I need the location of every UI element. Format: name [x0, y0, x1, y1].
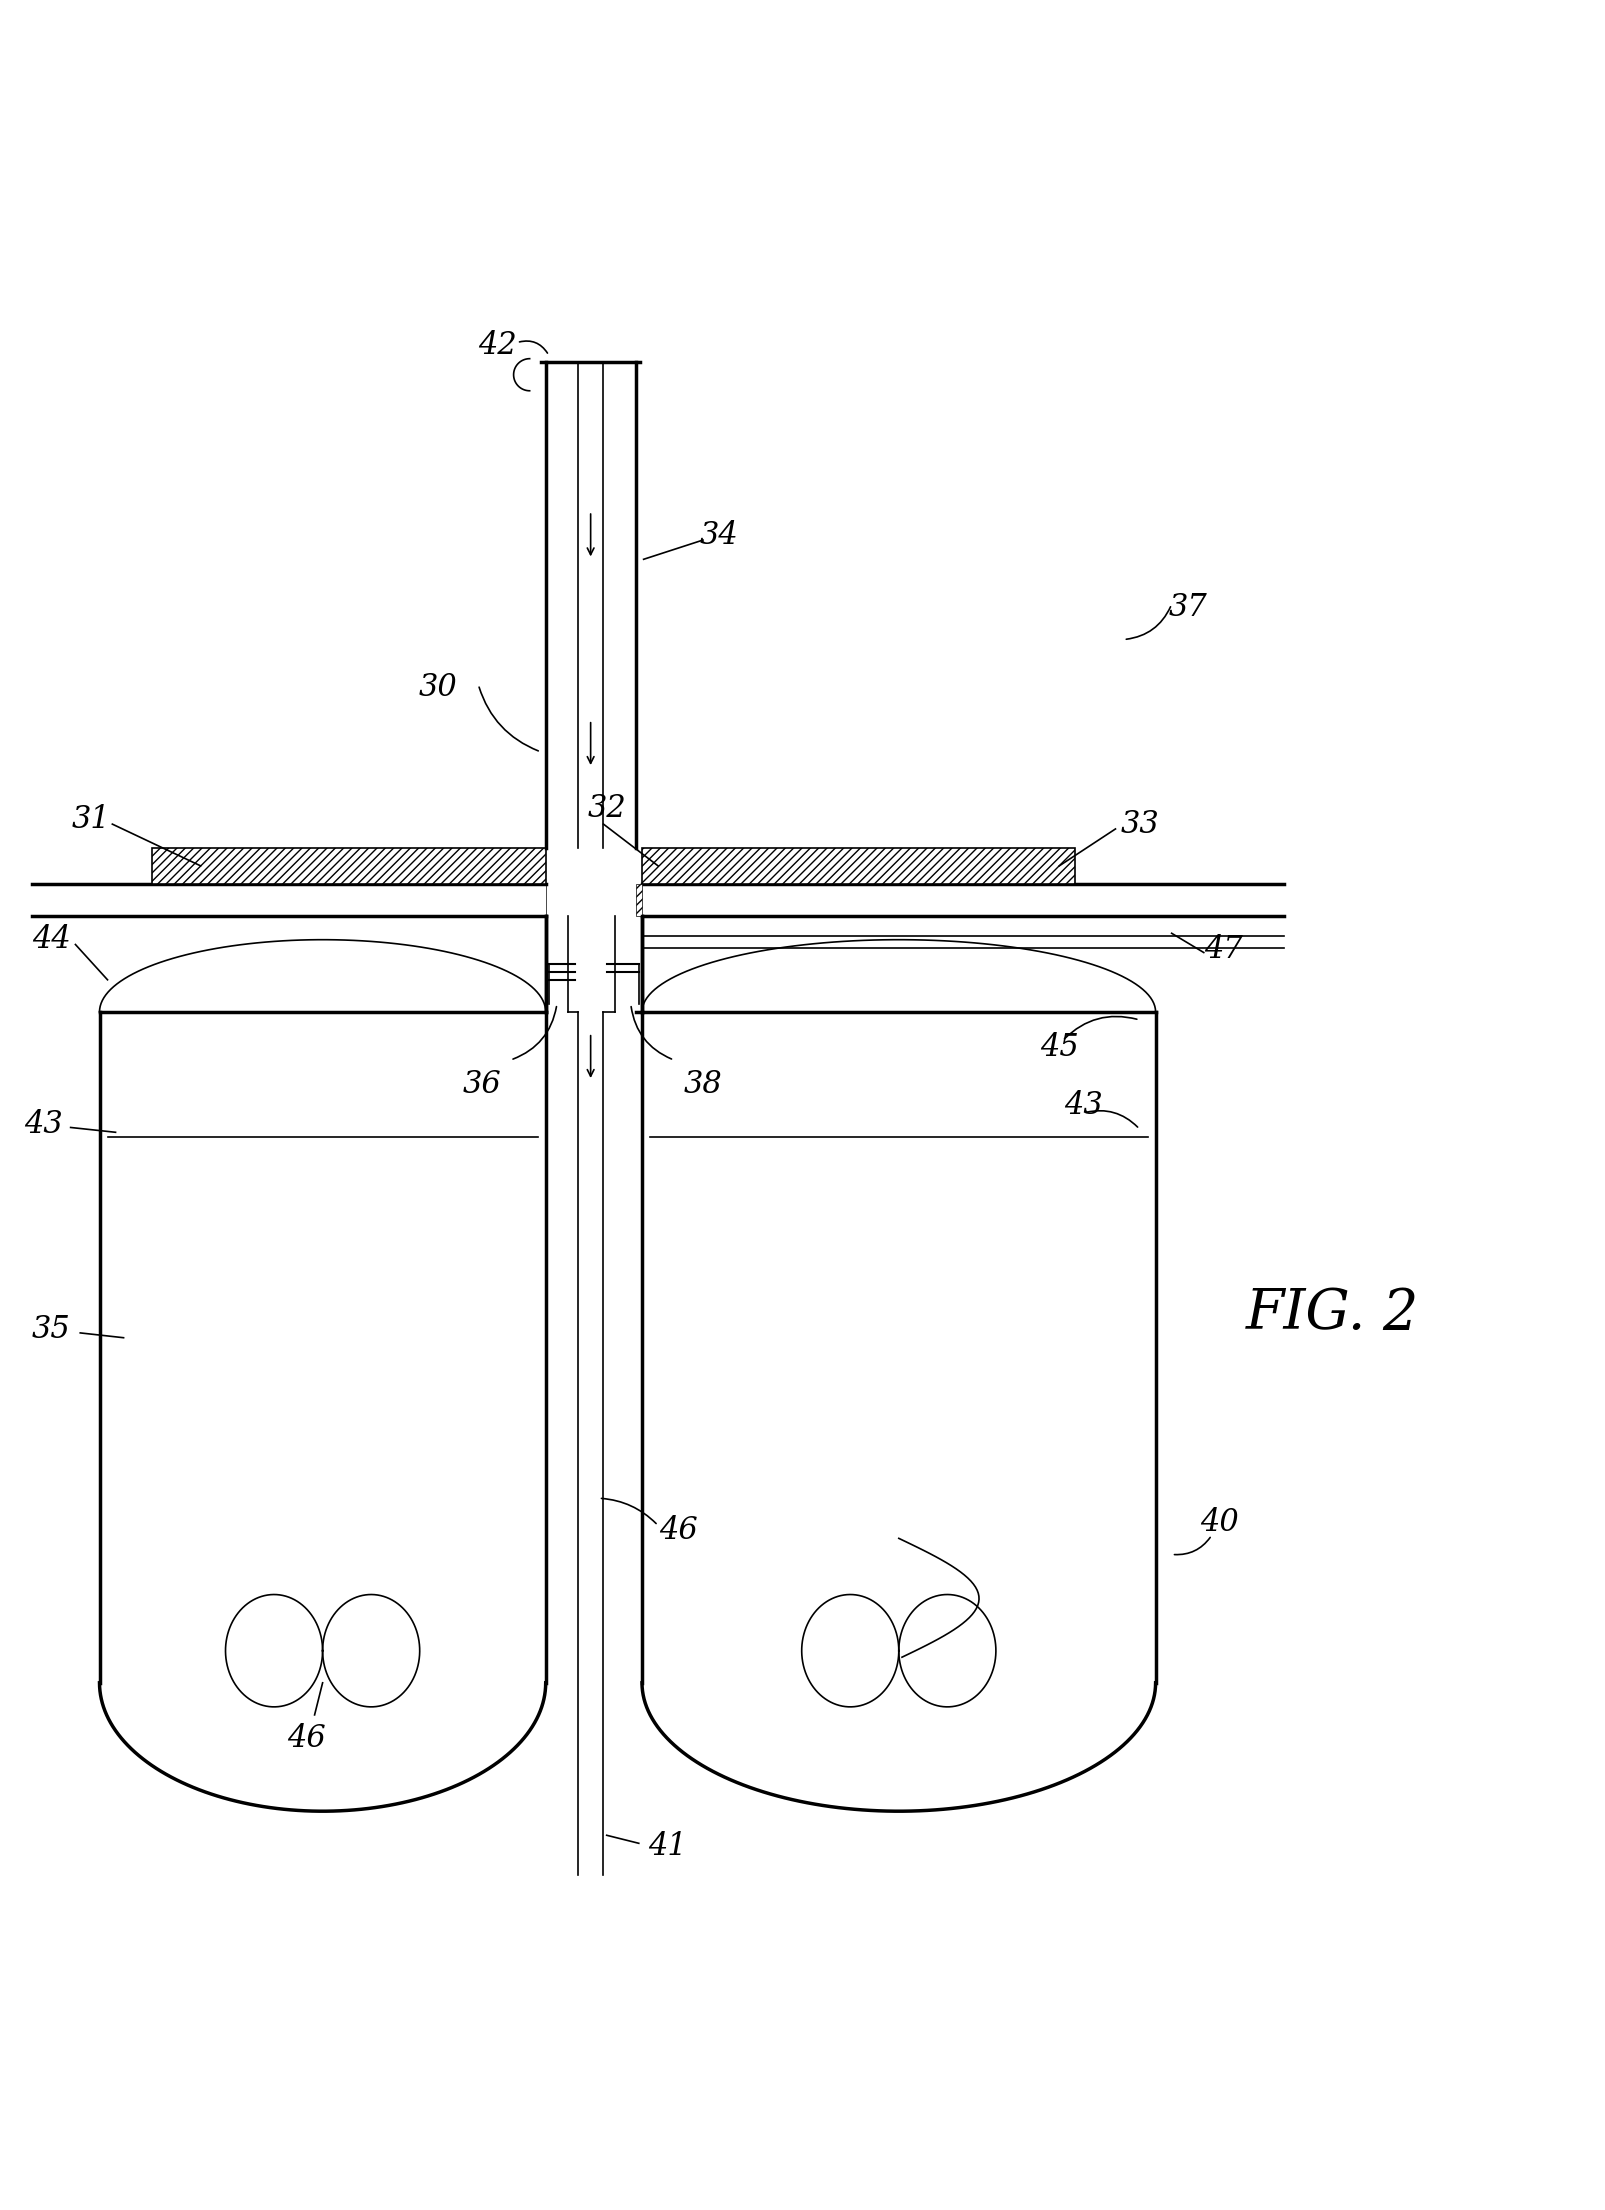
Bar: [636, 884, 642, 915]
Bar: [642, 849, 1075, 884]
Text: 36: 36: [462, 1070, 501, 1101]
Bar: [152, 849, 546, 884]
Text: 34: 34: [700, 519, 738, 550]
Text: 33: 33: [1120, 809, 1159, 840]
Text: 32: 32: [587, 793, 626, 824]
Text: 35: 35: [32, 1315, 71, 1346]
Text: 38: 38: [684, 1070, 722, 1101]
Text: 40: 40: [1201, 1507, 1239, 1538]
Text: 47: 47: [1204, 935, 1242, 966]
Text: 43: 43: [24, 1109, 63, 1140]
Text: FIG. 2: FIG. 2: [1245, 1286, 1419, 1341]
Text: 41: 41: [648, 1832, 687, 1863]
Text: 46: 46: [660, 1514, 698, 1545]
Text: 42: 42: [478, 329, 517, 360]
Text: 37: 37: [1168, 592, 1207, 623]
Text: 43: 43: [1064, 1090, 1103, 1120]
Text: 44: 44: [32, 924, 71, 955]
Text: 31: 31: [72, 804, 111, 835]
Text: 45: 45: [1040, 1032, 1079, 1063]
Text: 30: 30: [419, 672, 457, 703]
Text: 46: 46: [287, 1724, 326, 1755]
